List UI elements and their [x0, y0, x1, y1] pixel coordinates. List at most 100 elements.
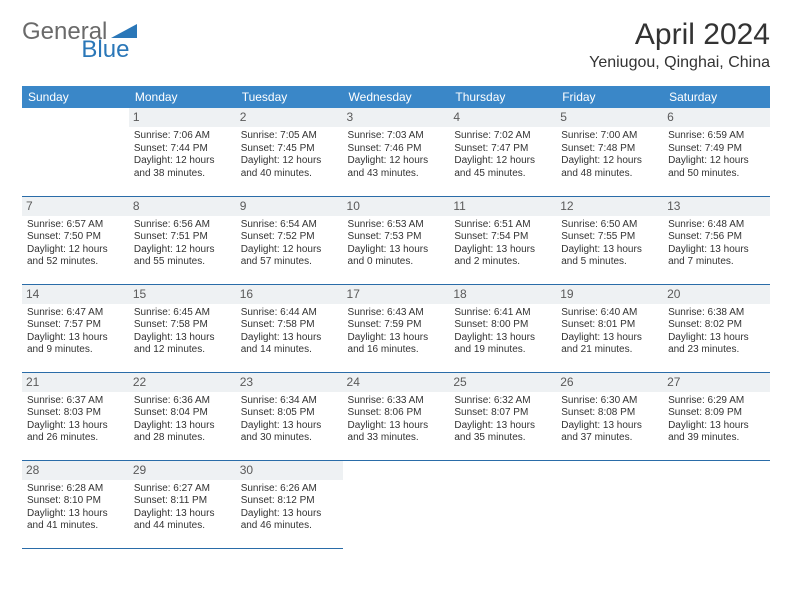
- daylight-line: and 7 minutes.: [668, 256, 765, 269]
- day-number: 12: [556, 197, 663, 216]
- sunrise-line: Sunrise: 6:59 AM: [668, 130, 765, 143]
- sunrise-line: Sunrise: 6:53 AM: [348, 219, 445, 232]
- day-number: 9: [236, 197, 343, 216]
- daylight-line: and 55 minutes.: [134, 256, 231, 269]
- daylight-line: and 50 minutes.: [668, 168, 765, 181]
- sunset-line: Sunset: 7:52 PM: [241, 231, 338, 244]
- sunset-line: Sunset: 7:54 PM: [454, 231, 551, 244]
- day-number: 21: [22, 373, 129, 392]
- calendar-cell: 25Sunrise: 6:32 AMSunset: 8:07 PMDayligh…: [449, 372, 556, 460]
- daylight-line: and 19 minutes.: [454, 344, 551, 357]
- sunrise-line: Sunrise: 6:38 AM: [668, 307, 765, 320]
- daylight-line: and 44 minutes.: [134, 520, 231, 533]
- daylight-line: and 23 minutes.: [668, 344, 765, 357]
- day-number: 24: [343, 373, 450, 392]
- sunset-line: Sunset: 7:47 PM: [454, 143, 551, 156]
- daylight-line: Daylight: 12 hours: [454, 155, 551, 168]
- day-number: 28: [22, 461, 129, 480]
- day-number: 1: [129, 108, 236, 127]
- sunrise-line: Sunrise: 6:30 AM: [561, 395, 658, 408]
- sunset-line: Sunset: 7:59 PM: [348, 319, 445, 332]
- calendar-cell: 26Sunrise: 6:30 AMSunset: 8:08 PMDayligh…: [556, 372, 663, 460]
- day-number: 27: [663, 373, 770, 392]
- sunrise-line: Sunrise: 6:50 AM: [561, 219, 658, 232]
- daylight-line: and 0 minutes.: [348, 256, 445, 269]
- weekday-header: Wednesday: [343, 86, 450, 108]
- daylight-line: Daylight: 13 hours: [348, 244, 445, 257]
- month-title: April 2024: [589, 18, 770, 52]
- daylight-line: Daylight: 12 hours: [668, 155, 765, 168]
- daylight-line: and 28 minutes.: [134, 432, 231, 445]
- calendar-cell: 11Sunrise: 6:51 AMSunset: 7:54 PMDayligh…: [449, 196, 556, 284]
- daylight-line: and 39 minutes.: [668, 432, 765, 445]
- daylight-line: Daylight: 13 hours: [27, 332, 124, 345]
- sunset-line: Sunset: 7:49 PM: [668, 143, 765, 156]
- sunset-line: Sunset: 8:12 PM: [241, 495, 338, 508]
- sunset-line: Sunset: 7:44 PM: [134, 143, 231, 156]
- daylight-line: and 26 minutes.: [27, 432, 124, 445]
- day-number: 29: [129, 461, 236, 480]
- day-number: 14: [22, 285, 129, 304]
- sunset-line: Sunset: 7:57 PM: [27, 319, 124, 332]
- sunrise-line: Sunrise: 6:32 AM: [454, 395, 551, 408]
- calendar-cell: 18Sunrise: 6:41 AMSunset: 8:00 PMDayligh…: [449, 284, 556, 372]
- sunrise-line: Sunrise: 6:48 AM: [668, 219, 765, 232]
- sunrise-line: Sunrise: 6:37 AM: [27, 395, 124, 408]
- sunset-line: Sunset: 7:46 PM: [348, 143, 445, 156]
- daylight-line: and 12 minutes.: [134, 344, 231, 357]
- calendar-week-row: 28Sunrise: 6:28 AMSunset: 8:10 PMDayligh…: [22, 460, 770, 548]
- daylight-line: Daylight: 13 hours: [134, 508, 231, 521]
- calendar-cell: 6 Sunrise: 6:59 AMSunset: 7:49 PMDaylight…: [663, 108, 770, 196]
- weekday-header: Monday: [129, 86, 236, 108]
- day-number: 10: [343, 197, 450, 216]
- daylight-line: Daylight: 13 hours: [454, 244, 551, 257]
- calendar-cell: 22Sunrise: 6:36 AMSunset: 8:04 PMDayligh…: [129, 372, 236, 460]
- daylight-line: Daylight: 13 hours: [668, 244, 765, 257]
- weekday-header: Friday: [556, 86, 663, 108]
- daylight-line: and 57 minutes.: [241, 256, 338, 269]
- sunrise-line: Sunrise: 6:45 AM: [134, 307, 231, 320]
- sunrise-line: Sunrise: 6:36 AM: [134, 395, 231, 408]
- sunset-line: Sunset: 7:48 PM: [561, 143, 658, 156]
- day-number: 13: [663, 197, 770, 216]
- sunset-line: Sunset: 8:03 PM: [27, 407, 124, 420]
- daylight-line: and 2 minutes.: [454, 256, 551, 269]
- day-number: 30: [236, 461, 343, 480]
- daylight-line: Daylight: 12 hours: [134, 244, 231, 257]
- sunrise-line: Sunrise: 6:34 AM: [241, 395, 338, 408]
- sunrise-line: Sunrise: 6:57 AM: [27, 219, 124, 232]
- daylight-line: and 37 minutes.: [561, 432, 658, 445]
- day-number: 4: [449, 108, 556, 127]
- calendar-week-row: 21 Sunrise: 6:37 AMSunset: 8:03 PM Dayligh…: [22, 372, 770, 460]
- daylight-line: and 40 minutes.: [241, 168, 338, 181]
- sunrise-line: Sunrise: 7:00 AM: [561, 130, 658, 143]
- daylight-line: and 35 minutes.: [454, 432, 551, 445]
- daylight-line: Daylight: 13 hours: [561, 332, 658, 345]
- calendar-head: SundayMondayTuesdayWednesdayThursdayFrid…: [22, 86, 770, 108]
- daylight-line: Daylight: 13 hours: [27, 508, 124, 521]
- daylight-line: and 14 minutes.: [241, 344, 338, 357]
- sunrise-line: Sunrise: 6:43 AM: [348, 307, 445, 320]
- calendar-cell: [556, 460, 663, 548]
- calendar-week-row: 14Sunrise: 6:47 AMSunset: 7:57 PMDayligh…: [22, 284, 770, 372]
- daylight-line: Daylight: 13 hours: [561, 420, 658, 433]
- daylight-line: Daylight: 13 hours: [241, 332, 338, 345]
- day-number: 6: [663, 108, 770, 127]
- daylight-line: Daylight: 13 hours: [454, 420, 551, 433]
- sunset-line: Sunset: 7:56 PM: [668, 231, 765, 244]
- sunrise-line: Sunrise: 7:06 AM: [134, 130, 231, 143]
- sunrise-line: Sunrise: 6:56 AM: [134, 219, 231, 232]
- sunset-line: Sunset: 8:05 PM: [241, 407, 338, 420]
- sunset-line: Sunset: 8:00 PM: [454, 319, 551, 332]
- daylight-line: Daylight: 13 hours: [241, 420, 338, 433]
- daylight-line: Daylight: 13 hours: [348, 332, 445, 345]
- sunset-line: Sunset: 8:08 PM: [561, 407, 658, 420]
- calendar-cell: 9Sunrise: 6:54 AMSunset: 7:52 PMDaylight…: [236, 196, 343, 284]
- sunset-line: Sunset: 7:50 PM: [27, 231, 124, 244]
- calendar-cell: 28Sunrise: 6:28 AMSunset: 8:10 PMDayligh…: [22, 460, 129, 548]
- sunrise-line: Sunrise: 7:02 AM: [454, 130, 551, 143]
- daylight-line: Daylight: 13 hours: [134, 420, 231, 433]
- calendar-table: SundayMondayTuesdayWednesdayThursdayFrid…: [22, 86, 770, 549]
- calendar-body: 1 Sunrise: 7:06 AMSunset: 7:44 PM Daylight…: [22, 108, 770, 548]
- day-number: 25: [449, 373, 556, 392]
